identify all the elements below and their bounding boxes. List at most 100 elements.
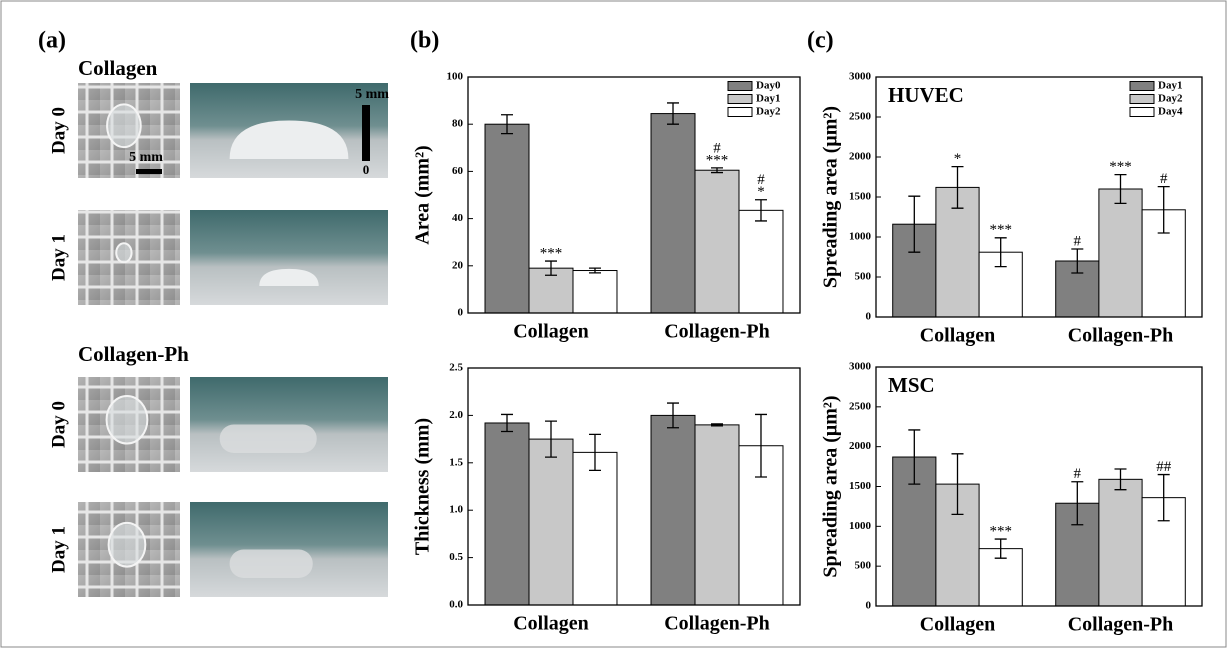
significance-mark: # [757,172,765,188]
inset-title: HUVEC [888,83,964,107]
plot-frame [467,367,801,606]
y-tick-label: 1.5 [449,456,463,468]
y-tick-label: 100 [447,71,464,83]
y-tick-label: 0.0 [449,599,463,611]
y-tick-label: 0 [458,307,464,319]
x-tick-label: Collagen-Ph [664,613,770,635]
bar [738,209,784,314]
droplet-side [229,549,313,578]
scale-bar [136,169,162,174]
significance-mark: ## [1156,459,1172,475]
legend-swatch [1129,81,1155,91]
x-tick-label: Collagen [513,321,589,343]
droplet-side [229,120,349,159]
legend-label: Day1 [756,93,780,105]
group-title: Collagen-Ph [78,342,189,366]
x-tick-label: Collagen-Ph [664,321,770,343]
error-bar [588,267,601,274]
y-tick-label: 1000 [849,520,872,532]
bar [572,270,618,314]
y-tick-label: 0.5 [449,551,463,563]
legend-swatch [1129,94,1155,104]
droplet-top [106,103,142,149]
bar [694,424,740,606]
plot-frame [875,366,1203,607]
error-bar [908,195,921,253]
y-tick-label: 60 [452,165,464,177]
legend-label: Day2 [1158,93,1183,105]
panel-label: (a) [38,28,66,54]
error-bar [1157,185,1170,234]
error-bar [588,433,601,472]
x-tick-label: Collagen-Ph [1068,325,1174,347]
bar [650,414,696,606]
bar [1098,188,1143,318]
legend-label: Day2 [756,106,781,118]
error-bar [1114,173,1127,205]
error-bar [754,199,767,222]
y-tick-label: 40 [452,212,464,224]
significance-mark: # [1074,466,1082,482]
side-view-photo [190,210,388,305]
photo-panel: Collagen Day 0 5 mm 5 mm 0 Day 1 Collagen-Ph Da… [48,56,389,597]
legend-label: Day4 [1158,106,1183,118]
scale-bar [362,105,370,161]
y-tick-label: 2000 [849,440,872,452]
y-axis-title: Thickness (mm) [412,418,434,555]
group-title: Collagen [78,56,158,80]
significance-mark: *** [540,246,563,262]
significance-mark: * [954,151,962,167]
x-tick-label: Collagen [920,614,996,636]
error-bar [711,423,723,427]
legend-label: Day1 [1158,80,1182,92]
error-bar [1114,468,1127,491]
y-tick-label: 1000 [849,231,872,243]
bar [484,422,530,606]
bar [484,123,530,314]
significance-mark: # [1160,171,1168,187]
significance-mark: *** [989,222,1012,238]
error-bar [1071,481,1084,526]
error-bar [545,260,557,276]
significance-mark: *** [989,524,1012,540]
error-bar [1157,473,1170,522]
bar [694,169,740,314]
error-bar [994,237,1007,268]
y-tick-label: 1.0 [449,504,463,516]
bar [572,451,618,606]
significance-mark: # [713,140,721,156]
scale-text: 5 mm [129,150,163,165]
droplet-side [259,268,319,286]
bar [528,438,574,606]
y-tick-label: 1500 [849,191,872,203]
y-tick-label: 2500 [849,111,872,123]
y-axis-title: Spreading area (μm²) [820,106,842,288]
x-tick-label: Collagen [920,325,996,347]
y-tick-label: 0 [866,311,872,323]
y-tick-label: 2.0 [449,409,463,421]
error-bar [667,102,680,125]
y-tick-label: 500 [855,560,872,572]
plot-frame [875,76,1203,318]
y-tick-label: 1500 [849,480,872,492]
error-bar [908,429,921,485]
y-tick-label: 20 [452,259,464,271]
legend-swatch [727,81,753,91]
error-bar [501,114,514,135]
legend-label: Day0 [756,80,781,92]
error-bar [501,413,514,433]
y-tick-label: 2500 [849,400,872,412]
droplet-top [107,521,147,568]
y-tick-label: 3000 [849,361,872,373]
significance-mark: * [757,184,765,200]
bar [650,113,696,314]
panel-label: (b) [410,28,439,54]
y-tick-label: 80 [452,118,464,130]
y-tick-label: 3000 [849,71,872,83]
y-axis-title: Spreading area (μm²) [820,395,842,577]
significance-mark: # [1074,233,1082,249]
error-bar [994,538,1007,559]
y-tick-label: 0 [866,600,872,612]
error-bar [754,413,767,478]
